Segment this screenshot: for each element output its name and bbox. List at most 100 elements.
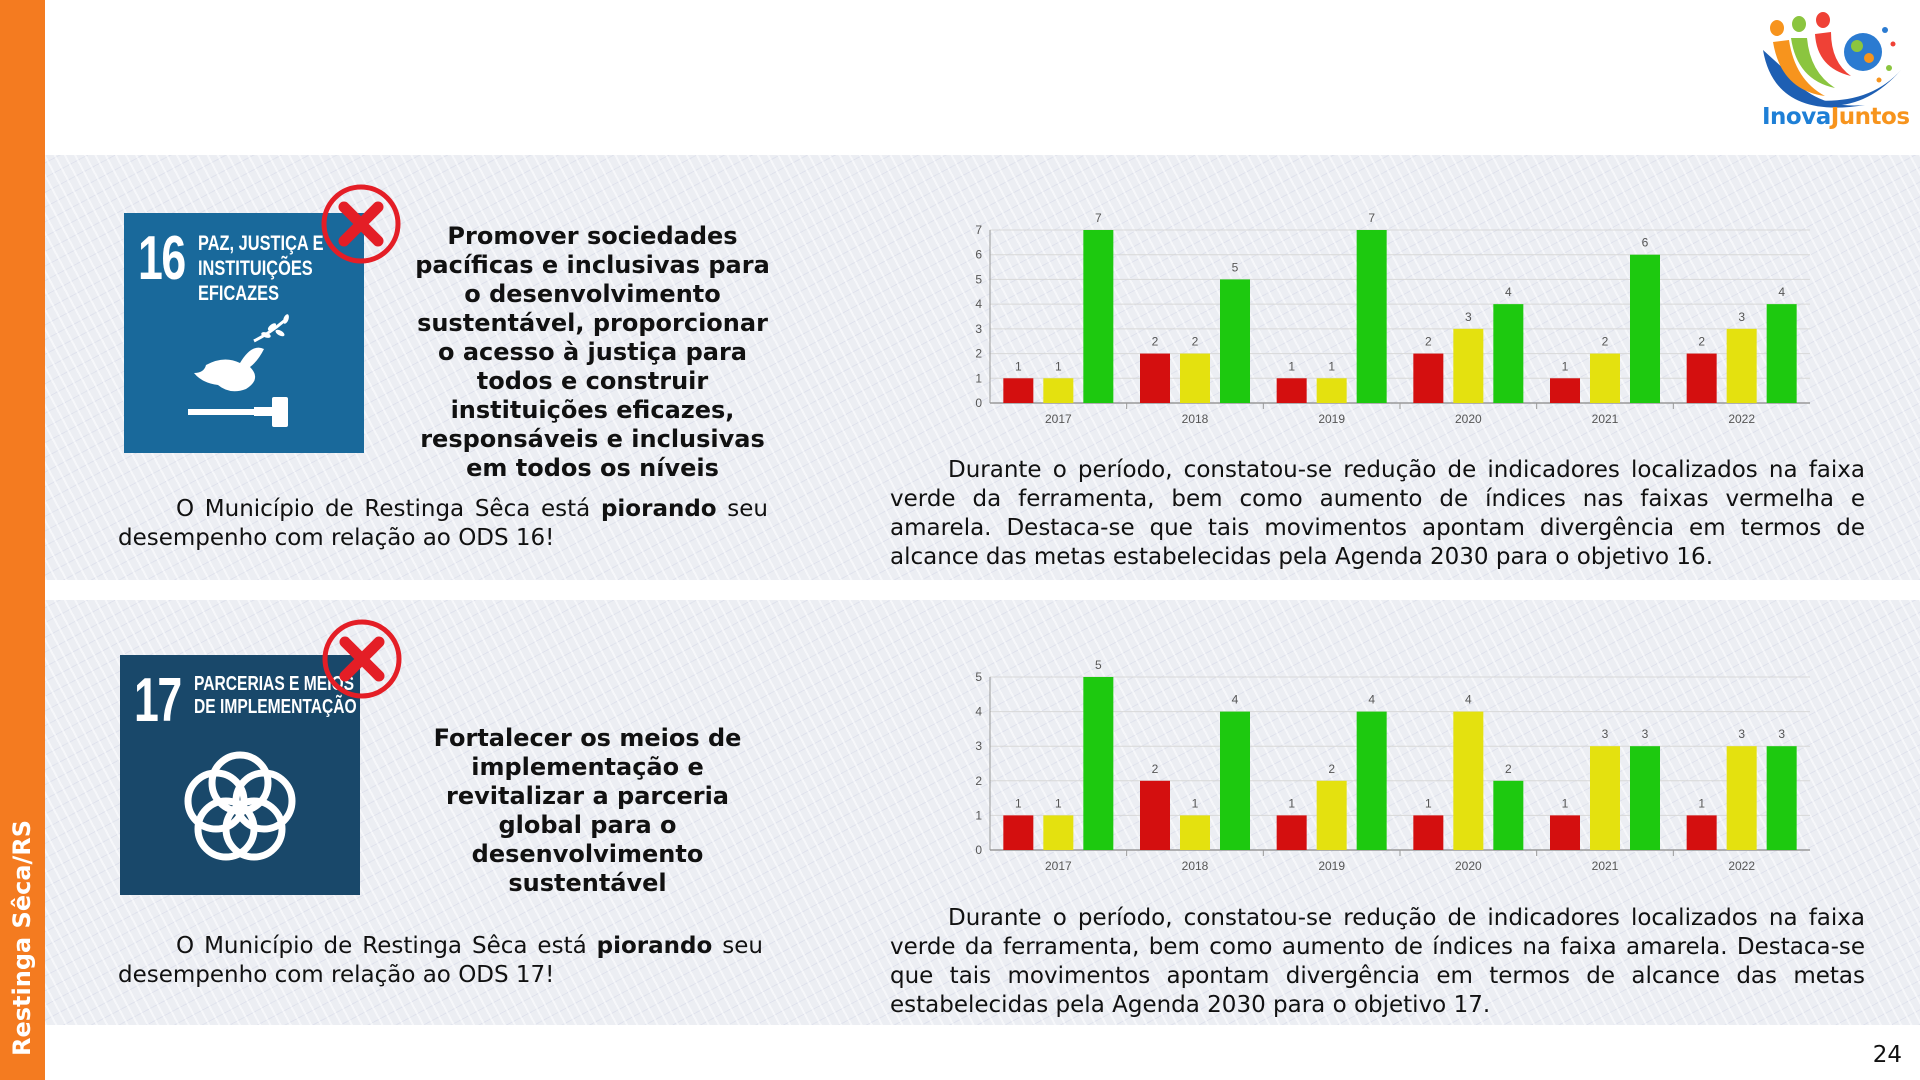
y-tick-label: 4 — [975, 705, 982, 719]
x-tick-label: 2018 — [1182, 859, 1209, 873]
x-tick-label: 2021 — [1592, 412, 1619, 426]
y-tick-label: 6 — [975, 248, 982, 262]
bar-red — [1686, 815, 1717, 850]
sdg16-number: 16 — [138, 224, 186, 293]
bar-value-label: 4 — [1368, 693, 1375, 707]
bar-value-label: 6 — [1642, 236, 1649, 250]
bar-green — [1493, 780, 1524, 850]
bar-value-label: 1 — [1288, 359, 1295, 373]
bar-red — [1276, 815, 1307, 850]
bar-yellow — [1043, 815, 1074, 850]
bar-value-label: 1 — [1425, 796, 1432, 810]
ods16-goal-text: Promover sociedades pacíficas e inclusiv… — [415, 222, 770, 482]
x-tick-label: 2018 — [1182, 412, 1209, 426]
bar-value-label: 4 — [1778, 285, 1785, 299]
y-tick-label: 0 — [975, 843, 982, 857]
x-tick-label: 2022 — [1728, 859, 1755, 873]
y-tick-label: 3 — [975, 739, 982, 753]
y-tick-label: 4 — [975, 297, 982, 311]
bar-red — [1003, 815, 1034, 850]
bar-value-label: 1 — [1288, 796, 1295, 810]
ods16-bar-chart: 0 1 2 3 4 5 6 7 1 1 7 2017 2 2 5 2018 1 1 7 2019 2 3 4 2020 1 2 6 2… — [975, 211, 1810, 426]
bar-value-label: 4 — [1465, 693, 1472, 707]
bar-green — [1630, 746, 1660, 850]
bar-yellow — [1726, 328, 1757, 403]
y-tick-label: 5 — [975, 670, 982, 684]
sdg16-title: PAZ, JUSTIÇA E INSTITUIÇÕES EFICAZES — [198, 232, 324, 305]
x-tick-label: 2021 — [1592, 859, 1619, 873]
bar-green — [1083, 677, 1114, 850]
bar-yellow — [1453, 328, 1484, 403]
bar-value-label: 3 — [1778, 727, 1785, 741]
sdg16-tile: 16 PAZ, JUSTIÇA E INSTITUIÇÕES EFICAZES — [124, 213, 364, 453]
bar-value-label: 2 — [1505, 762, 1512, 776]
logo-text: InovaJuntos — [1762, 104, 1910, 130]
bar-green — [1220, 279, 1250, 403]
bar-green — [1356, 230, 1387, 403]
bar-value-label: 3 — [1738, 310, 1745, 324]
bar-green — [1766, 746, 1797, 850]
bar-value-label: 1 — [1055, 796, 1062, 810]
bar-yellow — [1316, 780, 1347, 850]
bar-yellow — [1590, 746, 1620, 850]
bar-value-label: 3 — [1642, 727, 1649, 741]
x-tick-label: 2020 — [1455, 412, 1482, 426]
bar-red — [1550, 815, 1580, 850]
bar-value-label: 7 — [1095, 211, 1102, 225]
bar-red — [1140, 780, 1170, 850]
bar-value-label: 2 — [1152, 762, 1159, 776]
bar-value-label: 2 — [1192, 335, 1199, 349]
bar-value-label: 3 — [1465, 310, 1472, 324]
x-tick-label: 2019 — [1318, 859, 1345, 873]
bar-value-label: 5 — [1232, 260, 1239, 274]
x-tick-label: 2017 — [1045, 412, 1072, 426]
bar-green — [1630, 254, 1660, 403]
x-tick-label: 2022 — [1728, 412, 1755, 426]
bar-value-label: 1 — [1562, 796, 1569, 810]
bar-value-label: 1 — [1055, 359, 1062, 373]
y-tick-label: 2 — [975, 774, 982, 788]
bar-value-label: 3 — [1738, 727, 1745, 741]
y-tick-label: 1 — [975, 808, 982, 822]
sdg17-tile: 17 PARCERIAS E MEIOS DE IMPLEMENTAÇÃO — [120, 655, 360, 895]
bar-green — [1356, 711, 1387, 850]
ods16-status: O Município de Restinga Sêca está pioran… — [118, 496, 769, 551]
ods17-status: O Município de Restinga Sêca está pioran… — [118, 933, 763, 988]
ods16-description: Durante o período, constatou-se redução … — [890, 457, 1865, 570]
bar-value-label: 1 — [1015, 359, 1022, 373]
bar-yellow — [1453, 711, 1484, 850]
y-tick-label: 3 — [975, 322, 982, 336]
bar-red — [1140, 353, 1170, 403]
sidebar-label: Restinga Sêca/RS — [8, 819, 36, 1056]
bar-value-label: 1 — [1562, 359, 1569, 373]
worsening-x-icon — [321, 184, 401, 264]
bar-red — [1550, 378, 1580, 403]
bar-value-label: 1 — [1192, 796, 1199, 810]
bar-red — [1686, 353, 1717, 403]
bar-yellow — [1180, 353, 1210, 403]
bar-red — [1413, 815, 1444, 850]
worsening-x-icon — [322, 619, 402, 699]
bar-red — [1413, 353, 1444, 403]
bar-value-label: 2 — [1602, 335, 1609, 349]
bar-value-label: 7 — [1368, 211, 1375, 225]
sdg17-number: 17 — [134, 666, 182, 735]
y-tick-label: 5 — [975, 272, 982, 286]
bar-yellow — [1043, 378, 1074, 403]
bar-red — [1276, 378, 1307, 403]
bar-yellow — [1590, 353, 1620, 403]
bar-value-label: 1 — [1328, 359, 1335, 373]
bar-value-label: 2 — [1698, 335, 1705, 349]
bar-yellow — [1180, 815, 1210, 850]
ods17-description: Durante o período, constatou-se redução … — [890, 905, 1865, 1018]
bar-value-label: 4 — [1505, 285, 1512, 299]
x-tick-label: 2020 — [1455, 859, 1482, 873]
bar-green — [1083, 230, 1114, 403]
y-tick-label: 7 — [975, 223, 982, 237]
bar-yellow — [1316, 378, 1347, 403]
bar-value-label: 2 — [1425, 335, 1432, 349]
bar-green — [1220, 711, 1250, 850]
bar-yellow — [1726, 746, 1757, 850]
ods17-bar-chart: 0 1 2 3 4 5 1 1 5 2017 2 1 4 2018 1 2 4 2019 1 4 2 2020 1 3 3 202… — [975, 658, 1810, 873]
side-bar — [0, 0, 45, 1080]
